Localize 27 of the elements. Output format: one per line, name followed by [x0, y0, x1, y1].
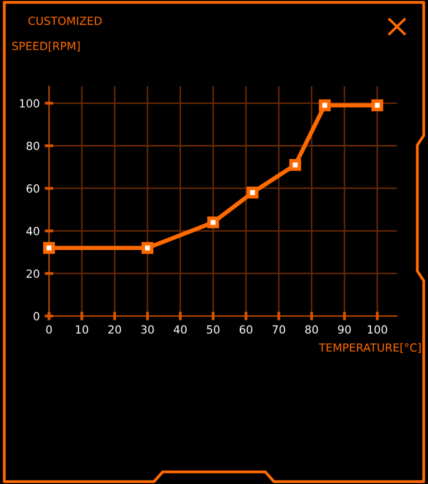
- y-tick-label: 100: [20, 99, 40, 108]
- x-tick-label: 30: [141, 325, 154, 334]
- point: [371, 99, 384, 112]
- y-tick-label: 20: [26, 269, 40, 278]
- x-tick-label: 70: [272, 325, 286, 334]
- y-tick-label: 80: [26, 142, 40, 150]
- x-tick-label: 0: [46, 325, 52, 334]
- x-tick-label: 50: [206, 325, 220, 334]
- x-tick-label: 100: [368, 325, 388, 334]
- x-tick-label: 60: [240, 325, 252, 334]
- y-axis-title: SPEED[RPM]: [12, 42, 80, 52]
- x-tick-label: 90: [338, 325, 351, 334]
- x-axis-title: TEMPERATURE[°C]: [318, 343, 421, 354]
- point: [142, 242, 154, 254]
- point: [289, 159, 302, 171]
- point: [43, 242, 55, 254]
- point: [246, 186, 258, 198]
- point: [207, 216, 220, 228]
- x-tick-label: 10: [76, 325, 88, 334]
- x-tick-label: 80: [305, 325, 318, 334]
- y-tick-label: 40: [26, 226, 40, 236]
- x-tick-label: 40: [174, 325, 187, 334]
- x-tick-label: 20: [108, 325, 121, 334]
- chart-title: CUSTOMIZED: [28, 16, 102, 26]
- y-tick-label: 0: [34, 312, 40, 320]
- y-tick-label: 60: [26, 184, 40, 193]
- point: [318, 99, 331, 112]
